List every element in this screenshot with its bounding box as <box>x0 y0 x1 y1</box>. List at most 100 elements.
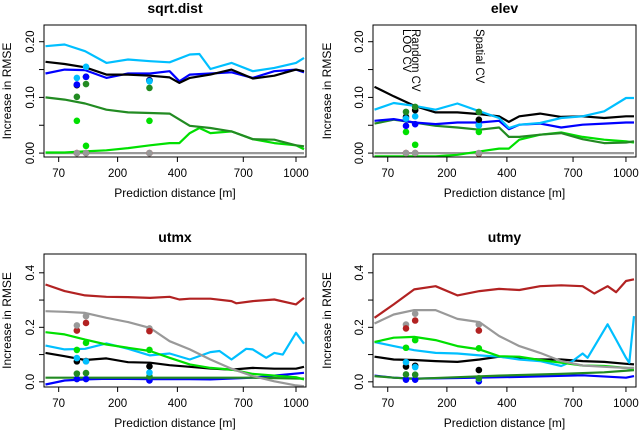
series-line <box>45 68 305 83</box>
cv-point <box>73 93 81 101</box>
cv-point <box>402 344 410 352</box>
y-tick-label: 0.20 <box>354 31 366 53</box>
x-tick-label: 70 <box>381 168 394 180</box>
series-line <box>374 309 634 369</box>
cv-point <box>402 149 410 157</box>
x-tick-label: 400 <box>168 398 187 410</box>
cv-point <box>402 108 410 116</box>
cv-point <box>73 81 81 88</box>
x-tick-label: 200 <box>437 168 456 180</box>
cv-point <box>475 108 483 116</box>
cv-annotation: Random CV <box>409 29 421 92</box>
y-axis-label: Increase in RMSE <box>0 43 14 140</box>
x-tick-label: 700 <box>563 398 582 410</box>
chart-title: sqrt.dist <box>147 0 203 16</box>
x-tick-label: 700 <box>563 168 582 180</box>
cv-point <box>411 371 419 379</box>
x-axis-label: Prediction distance [m] <box>444 186 565 200</box>
cv-point <box>82 369 90 377</box>
series-line <box>374 96 634 130</box>
cv-point <box>411 310 419 317</box>
cv-point <box>73 354 81 362</box>
series-line <box>45 283 305 306</box>
x-axis-label: Prediction distance [m] <box>114 186 235 200</box>
cv-point <box>146 362 153 370</box>
cv-point <box>73 375 81 383</box>
y-axis-label: Increase in RMSE <box>0 272 14 369</box>
cv-point <box>402 358 410 366</box>
series-line <box>45 43 305 73</box>
x-tick-label: 400 <box>497 168 516 180</box>
cv-point <box>411 103 419 111</box>
cv-point <box>411 149 419 157</box>
cv-point <box>475 149 483 157</box>
cv-point <box>73 149 81 157</box>
cv-point <box>411 141 419 149</box>
cv-point <box>475 121 483 129</box>
cv-point <box>82 73 90 81</box>
x-tick-label: 200 <box>108 398 127 410</box>
cv-point <box>146 327 153 335</box>
y-tick-label: 0.00 <box>354 142 366 164</box>
panel-utmy: utmy 70 200 400 700 1000 0.0 0.2 0.4 Prediction d… <box>320 229 639 430</box>
cv-point <box>73 370 81 377</box>
x-tick-label: 70 <box>381 398 394 410</box>
x-tick-label: 400 <box>497 398 516 410</box>
cv-point <box>82 375 90 383</box>
chart-title: utmx <box>158 229 192 245</box>
y-tick-label: 0.0 <box>354 374 366 390</box>
series-line <box>374 118 634 131</box>
x-tick-label: 1000 <box>283 168 309 180</box>
cv-point <box>411 376 419 383</box>
cv-point <box>73 74 81 82</box>
plot-frame <box>372 253 637 388</box>
y-tick-label: 0.20 <box>25 31 37 53</box>
cv-point <box>402 115 410 122</box>
series-line <box>45 60 305 84</box>
cv-point <box>411 317 419 324</box>
cv-point <box>475 344 483 352</box>
x-tick-label: 70 <box>52 168 65 180</box>
cv-point <box>146 117 153 125</box>
y-tick-label: 0.2 <box>354 319 366 335</box>
series-line <box>373 278 635 319</box>
plot-area <box>374 85 635 157</box>
cv-point <box>82 339 90 347</box>
cv-point <box>411 113 419 120</box>
cv-point <box>73 346 81 354</box>
series-line <box>374 131 635 157</box>
panel-utmx: utmx 70 200 400 700 1000 0.0 0.2 0.4 Prediction d… <box>0 229 309 430</box>
cv-point <box>402 376 410 383</box>
cv-point <box>402 371 410 378</box>
y-axis-label: Increase in RMSE <box>320 43 334 140</box>
cv-point <box>82 63 90 71</box>
cv-annotation: Spatial CV <box>473 29 485 84</box>
cv-point <box>82 149 90 157</box>
y-tick-label: 0.10 <box>354 86 366 108</box>
cv-point <box>411 363 419 371</box>
cv-point <box>82 358 90 365</box>
cv-point <box>411 120 419 128</box>
x-axis-label: Prediction distance [m] <box>444 416 565 430</box>
x-tick-label: 200 <box>108 168 127 180</box>
y-tick-label: 0.4 <box>354 264 366 281</box>
cv-point <box>475 116 483 123</box>
panel-sqrt-dist: sqrt.dist 70 200 400 700 1000 0.00 0.10 0.20 Pred… <box>0 0 309 200</box>
cv-point <box>146 84 153 92</box>
x-tick-label: 1000 <box>613 398 639 410</box>
y-tick-label: 0.4 <box>25 264 37 281</box>
cv-point <box>475 327 483 334</box>
series-line <box>45 96 305 148</box>
cv-point <box>402 325 410 332</box>
cv-point <box>82 80 90 88</box>
plot-area <box>373 278 636 385</box>
series-line <box>45 310 305 387</box>
y-tick-label: 0.0 <box>25 374 37 390</box>
cv-annotation: LOO CV <box>400 29 412 73</box>
cv-point <box>475 366 483 374</box>
cv-point <box>475 321 483 328</box>
plot-frame <box>43 253 307 388</box>
plot-frame <box>43 24 307 158</box>
cv-point <box>82 312 90 320</box>
